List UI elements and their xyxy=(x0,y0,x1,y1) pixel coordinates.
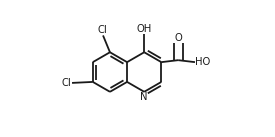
Text: N: N xyxy=(141,92,148,102)
Text: OH: OH xyxy=(137,24,152,34)
Text: Cl: Cl xyxy=(97,25,107,35)
Text: O: O xyxy=(174,33,182,43)
Text: HO: HO xyxy=(196,57,211,67)
Text: Cl: Cl xyxy=(62,78,71,88)
